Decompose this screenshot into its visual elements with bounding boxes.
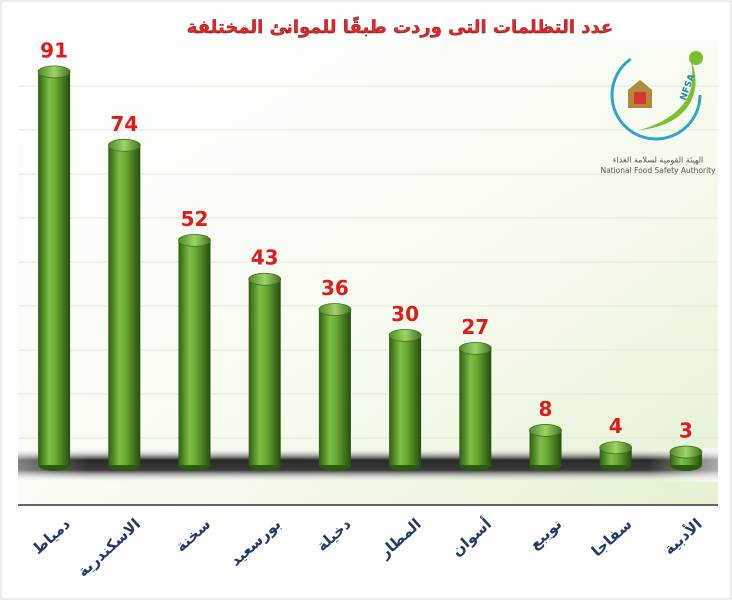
logo-swoosh	[640, 58, 696, 130]
bar-top	[388, 328, 422, 342]
value-label: 4	[609, 414, 623, 438]
value-label: 74	[110, 112, 138, 136]
bar-top	[37, 65, 71, 79]
bar-top	[107, 138, 141, 152]
bar-top	[318, 303, 352, 316]
bar	[389, 335, 422, 465]
value-label: 43	[251, 246, 279, 270]
logo-ring	[610, 49, 702, 141]
bar-top	[529, 424, 562, 437]
value-label: 52	[181, 207, 209, 231]
logo-shield	[634, 92, 646, 104]
value-label: 3	[679, 419, 693, 443]
bar-top	[458, 341, 492, 355]
bar	[318, 309, 351, 465]
value-label: 30	[391, 302, 419, 326]
bar	[248, 279, 281, 465]
bar-top	[669, 445, 703, 459]
logo-dot	[689, 51, 703, 65]
bar-top	[599, 441, 633, 455]
bar	[178, 240, 211, 465]
value-label: 8	[539, 397, 553, 421]
chart-title: عدد التظلمات التى وردت طبقًا للموانئ الم…	[187, 16, 613, 38]
bar	[108, 145, 141, 465]
bar-top	[178, 233, 211, 247]
logo-arabic: الهيئة القومية لسلامة الغذاء	[613, 156, 704, 165]
value-label: 36	[321, 276, 349, 300]
bar-top	[248, 272, 282, 286]
value-label: 91	[40, 38, 68, 62]
value-label: 27	[461, 315, 489, 339]
logo-english: National Food Safety Authority	[600, 166, 716, 175]
bar	[459, 348, 492, 465]
bar	[38, 71, 71, 465]
